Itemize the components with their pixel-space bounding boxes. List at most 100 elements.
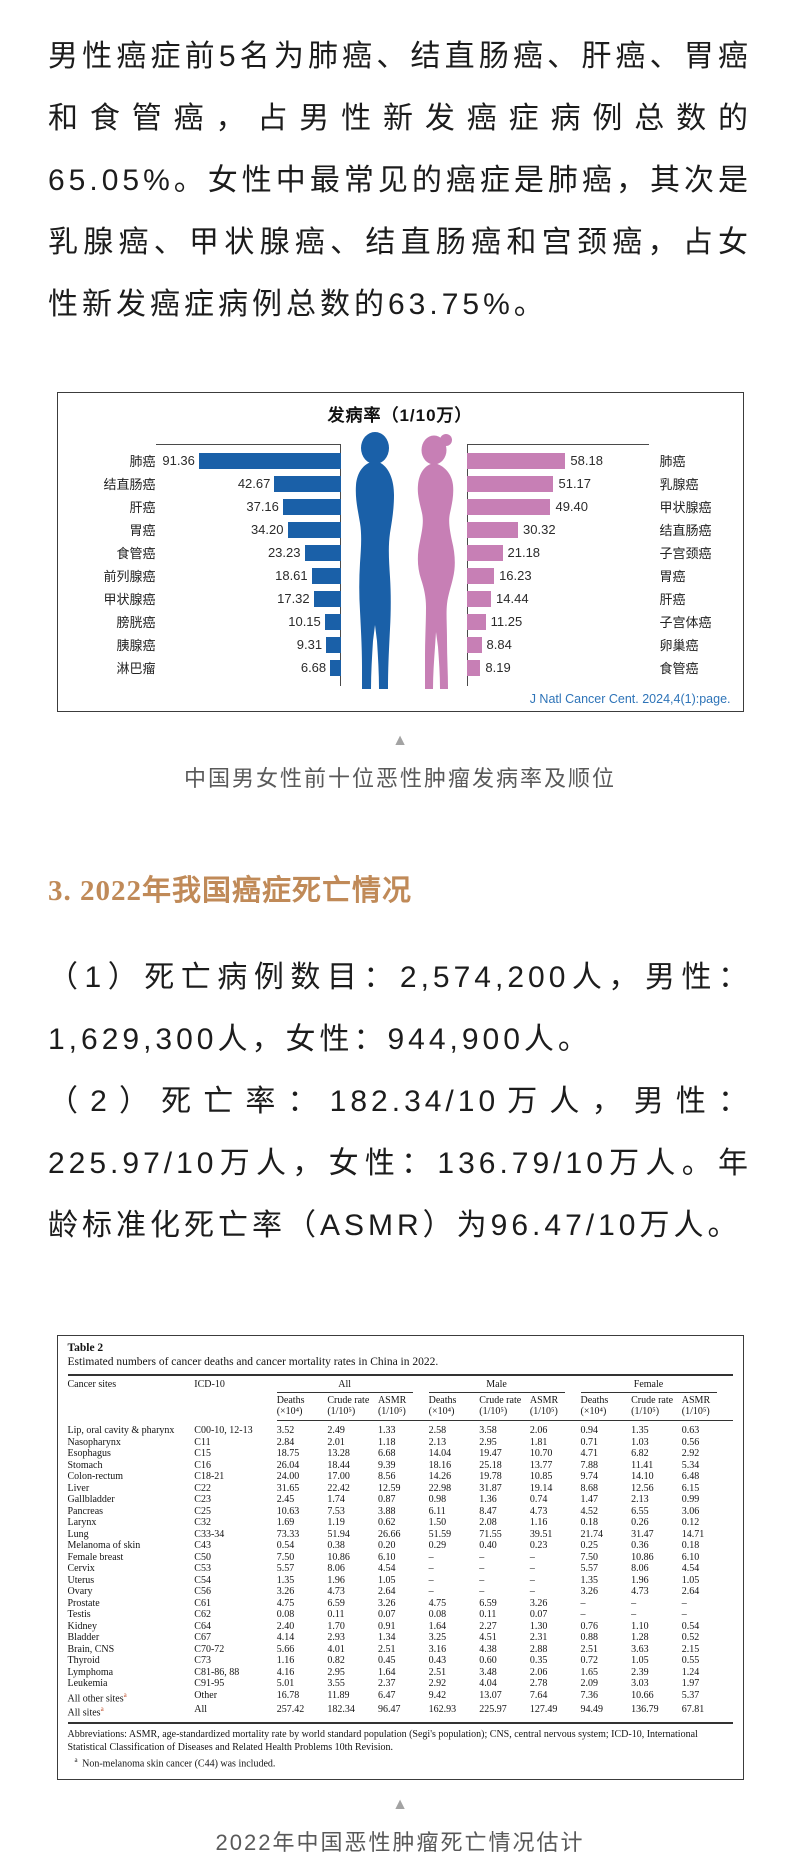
- male-bar-value: 91.36: [162, 453, 195, 468]
- female-bar: [466, 498, 551, 515]
- cell-value: 0.72: [580, 1655, 599, 1666]
- table-row: Bladder C67 4.14 2.93 1.34 3.25 4.51 2.31 0.88 1.…: [68, 1632, 733, 1644]
- cell-icd10: C43: [194, 1540, 211, 1551]
- male-bar-area: 18.61: [156, 567, 341, 584]
- cell-icd10: C70-72: [194, 1643, 225, 1655]
- male-bar: [330, 659, 341, 676]
- footnote-marker-note: a Non-melanoma skin cancer (C44) was inc…: [74, 1756, 276, 1770]
- cell-value: 2.64: [377, 1586, 396, 1597]
- table-subheader-row: Deaths (×10⁴) Crude rate (1/10⁵) ASMR (1/10⁵)…: [68, 1393, 733, 1421]
- female-bar: [466, 452, 566, 469]
- cell-value: –: [428, 1574, 434, 1586]
- table-row: Female breast C50 7.50 10.86 6.10 – – – 7.50 10.8…: [68, 1552, 733, 1564]
- cell-value: 2.92: [681, 1448, 700, 1459]
- cell-value: 2.13: [428, 1436, 447, 1448]
- cell-value: 51.59: [428, 1528, 452, 1540]
- table-row: Nasopharynx C11 2.84 2.01 1.18 2.13 2.95 1.81 0.…: [68, 1437, 733, 1449]
- footnote-abbreviations: Abbreviations: ASMR, age-standardized mo…: [67, 1729, 698, 1753]
- female-bar: [466, 613, 486, 630]
- group-header-male: Male: [428, 1375, 581, 1393]
- cell-value: 18.16: [428, 1459, 452, 1471]
- cell-value: 0.76: [580, 1620, 599, 1632]
- cell-cancer-site: All sitesa: [67, 1705, 104, 1719]
- subheader-line1: Deaths: [580, 1395, 609, 1406]
- cell-value: 1.16: [276, 1655, 295, 1666]
- cell-cancer-site: Testis: [67, 1609, 91, 1620]
- cell-value: 0.62: [377, 1517, 396, 1528]
- table-row: Stomach C16 26.04 18.44 9.39 18.16 25.18 13.77 7…: [68, 1460, 733, 1472]
- male-bar-area: 17.32: [156, 590, 341, 607]
- cell-value: 3.55: [327, 1678, 345, 1689]
- cell-value: 4.54: [681, 1563, 700, 1574]
- cell-value: 1.35: [631, 1425, 649, 1436]
- cell-icd10: C54: [194, 1574, 211, 1586]
- cell-value: 3.88: [377, 1505, 396, 1517]
- table-row: Cervix C53 5.57 8.06 4.54 – – – 5.57 8.06 4.54: [68, 1563, 733, 1575]
- cell-value: 1.10: [631, 1620, 649, 1632]
- cell-value: 8.06: [327, 1563, 345, 1574]
- male-bar: [304, 544, 341, 561]
- cell-value: 3.16: [428, 1643, 447, 1655]
- cell-value: 4.73: [327, 1586, 345, 1597]
- cell-value: –: [529, 1586, 535, 1597]
- male-bar-value: 37.16: [246, 499, 279, 514]
- cell-value: 4.38: [479, 1643, 497, 1655]
- table-row: Testis C62 0.08 0.11 0.07 0.08 0.11 0.07 – – –: [68, 1609, 733, 1621]
- female-bar-area: 8.19: [466, 659, 642, 676]
- cell-value: 2.15: [681, 1643, 700, 1655]
- cell-value: 39.51: [529, 1528, 553, 1540]
- cell-value: 2.39: [631, 1666, 649, 1678]
- cell-value: 25.18: [479, 1459, 502, 1471]
- cell-icd10: C56: [194, 1586, 211, 1597]
- cell-value: 0.55: [681, 1655, 700, 1666]
- col-header-deaths: Deaths (×10⁴): [428, 1393, 480, 1421]
- chart-rows: 肺癌 91.36 58.18 肺癌 结直肠癌 42.67 51.17 乳腺癌 肝癌 37.16 49…: [78, 449, 735, 679]
- male-cancer-label: 胃癌: [129, 523, 156, 538]
- cell-value: –: [631, 1609, 637, 1620]
- cell-value: 2.08: [479, 1517, 497, 1528]
- col-header-asmr: ASMR (1/10⁵): [377, 1393, 429, 1421]
- cell-value: 2.31: [529, 1632, 548, 1643]
- cell-value: 6.47: [377, 1689, 396, 1701]
- cell-icd10: C91-95: [194, 1678, 225, 1689]
- incidence-chart-figure: 发病率（1/10万） 肺癌 91.36 58.18 肺癌 结直肠癌 42.67 51.17 乳…: [56, 392, 744, 712]
- cell-value: 21.74: [580, 1528, 604, 1540]
- col-header-crude-rate: Crude rate (1/10⁵): [327, 1393, 378, 1421]
- cell-value: 13.77: [529, 1459, 553, 1471]
- cell-value: 1.05: [681, 1574, 700, 1586]
- cell-value: 14.71: [681, 1528, 705, 1540]
- cell-value: 0.63: [681, 1425, 700, 1436]
- cell-value: 8.06: [631, 1563, 649, 1574]
- cell-value: 5.57: [580, 1563, 599, 1574]
- table-row: All sitesa All 257.42 182.34 96.47 162.93 225.…: [68, 1704, 733, 1723]
- female-bar-area: 21.18: [466, 544, 642, 561]
- male-bar: [274, 475, 341, 492]
- cell-value: 8.56: [377, 1471, 396, 1482]
- cell-value: 0.52: [681, 1632, 700, 1643]
- female-bar-area: 49.40: [466, 498, 642, 515]
- cell-value: 6.82: [631, 1448, 649, 1459]
- col-header-deaths: Deaths (×10⁴): [580, 1393, 632, 1421]
- paragraph-death-cases: （1）死亡病例数目：2,574,200人，男性：1,629,300人，女性：94…: [48, 961, 752, 1056]
- cell-value: 4.73: [529, 1505, 548, 1517]
- female-bar-value: 16.23: [499, 568, 532, 583]
- cell-value: 0.98: [428, 1494, 447, 1505]
- female-bar: [466, 521, 519, 538]
- cell-value: 0.25: [580, 1540, 599, 1551]
- cell-cancer-site: Brain, CNS: [67, 1643, 115, 1655]
- cell-value: 22.42: [327, 1482, 350, 1494]
- cell-value: 6.11: [428, 1505, 446, 1517]
- cell-value: 2.45: [276, 1494, 295, 1505]
- cell-value: 5.66: [276, 1643, 295, 1655]
- cell-value: 0.87: [377, 1494, 396, 1505]
- cell-value: 0.54: [276, 1540, 295, 1551]
- cell-value: 10.86: [327, 1551, 350, 1563]
- table-row: Leukemia C91-95 5.01 3.55 2.37 2.92 4.04 2.78 2.…: [68, 1678, 733, 1690]
- cell-value: 3.52: [276, 1425, 295, 1436]
- table-row: Esophagus C15 18.75 13.28 6.68 14.04 19.47 10.7…: [68, 1448, 733, 1460]
- male-bar-value: 23.23: [267, 545, 301, 560]
- chart-row: 胰腺癌 9.31 8.84 卵巢癌: [78, 633, 735, 656]
- cell-icd10: C15: [194, 1448, 211, 1459]
- group-header-female: Female: [580, 1375, 733, 1393]
- cell-value: 9.42: [428, 1689, 447, 1701]
